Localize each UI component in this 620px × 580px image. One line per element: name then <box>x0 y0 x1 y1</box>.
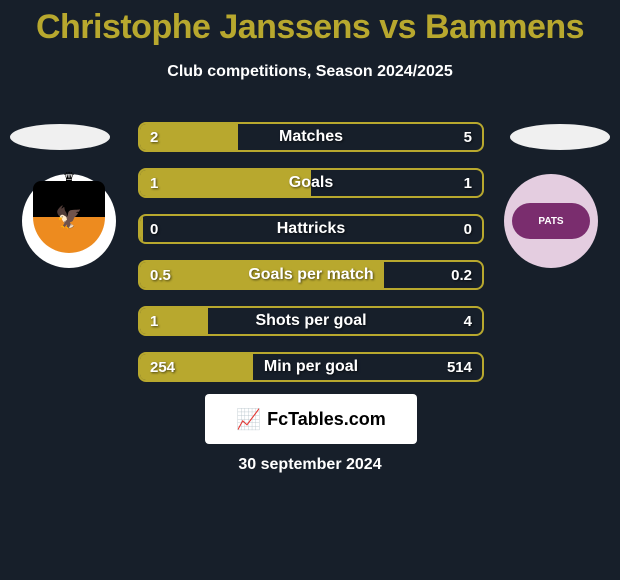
stat-right-value: 0.2 <box>451 262 472 288</box>
stat-row: 254 Min per goal 514 <box>138 352 484 382</box>
club-badge-right: PATS <box>504 174 598 268</box>
stat-label: Goals <box>140 170 482 196</box>
flag-right <box>510 124 610 150</box>
stat-label: Goals per match <box>140 262 482 288</box>
stats-bars: 2 Matches 5 1 Goals 1 0 Hattricks 0 0.5 … <box>138 122 484 398</box>
stat-label: Min per goal <box>140 354 482 380</box>
stat-row: 2 Matches 5 <box>138 122 484 152</box>
stat-right-value: 514 <box>447 354 472 380</box>
stat-row: 1 Shots per goal 4 <box>138 306 484 336</box>
stat-right-value: 4 <box>464 308 472 334</box>
footer-brand-text: FcTables.com <box>267 409 386 430</box>
stat-right-value: 1 <box>464 170 472 196</box>
stat-right-value: 5 <box>464 124 472 150</box>
crown-icon: ♛ <box>63 169 76 186</box>
stat-label: Hattricks <box>140 216 482 242</box>
stat-row: 1 Goals 1 <box>138 168 484 198</box>
club-badge-right-label: PATS <box>512 203 590 239</box>
stat-label: Shots per goal <box>140 308 482 334</box>
stat-row: 0.5 Goals per match 0.2 <box>138 260 484 290</box>
stat-row: 0 Hattricks 0 <box>138 214 484 244</box>
stat-label: Matches <box>140 124 482 150</box>
club-badge-left: ♛ 🦅 <box>22 174 116 268</box>
stat-right-value: 0 <box>464 216 472 242</box>
eagle-icon: 🦅 <box>55 205 82 231</box>
footer-brand-box[interactable]: 📈 FcTables.com <box>205 394 417 444</box>
footer-date: 30 september 2024 <box>0 456 620 474</box>
page-title: Christophe Janssens vs Bammens <box>0 0 620 47</box>
chart-icon: 📈 <box>236 407 261 432</box>
flag-left <box>10 124 110 150</box>
club-badge-left-shield: ♛ 🦅 <box>33 181 105 261</box>
page-subtitle: Club competitions, Season 2024/2025 <box>0 63 620 81</box>
